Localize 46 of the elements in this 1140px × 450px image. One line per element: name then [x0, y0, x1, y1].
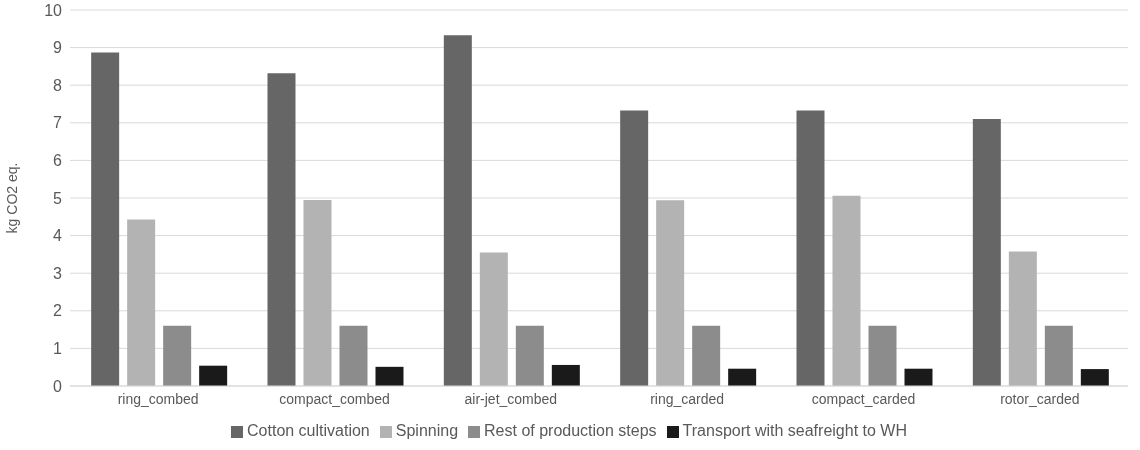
bar: [972, 119, 1001, 386]
legend-label: Transport with seafreight to WH: [682, 422, 907, 439]
y-tick-label: 7: [53, 114, 63, 132]
legend-label: Spinning: [395, 422, 459, 439]
bar: [656, 200, 685, 386]
y-axis-title: kg CO2 eq.: [3, 162, 20, 234]
bar: [303, 199, 332, 386]
x-tick-label: ring_carded: [650, 390, 725, 407]
y-tick-label: 1: [53, 340, 63, 358]
x-tick-label: compact_carded: [811, 390, 916, 407]
y-tick-label: 0: [53, 377, 63, 395]
bar: [832, 195, 861, 386]
y-tick-label: 8: [53, 76, 63, 94]
bar: [163, 325, 192, 386]
bar: [375, 366, 404, 386]
bar: [692, 325, 721, 386]
legend-label: Cotton cultivation: [247, 422, 370, 439]
x-tick-label: ring_combed: [117, 390, 199, 407]
x-tick-label: compact_combed: [279, 390, 390, 407]
bar: [620, 110, 649, 386]
y-tick-label: 10: [44, 1, 63, 19]
bar: [339, 325, 368, 386]
bar: [1008, 251, 1037, 386]
bar: [551, 364, 580, 386]
y-tick-label: 2: [53, 302, 63, 320]
legend-label: Rest of production steps: [484, 422, 657, 439]
bar: [515, 325, 544, 386]
y-tick-label: 6: [53, 152, 63, 170]
bar: [868, 325, 897, 386]
x-tick-label: rotor_carded: [1000, 390, 1080, 407]
y-tick-label: 9: [53, 39, 63, 57]
y-tick-label: 4: [53, 227, 63, 245]
bar: [796, 110, 825, 386]
y-tick-label: 3: [53, 264, 63, 282]
bar: [1080, 369, 1109, 386]
bar: [479, 252, 508, 386]
x-tick-label: air-jet_combed: [464, 390, 558, 407]
bar: [728, 368, 757, 386]
bar: [267, 73, 296, 386]
bar: [1044, 325, 1073, 386]
bar: [199, 365, 228, 386]
bar: [443, 35, 472, 386]
y-tick-label: 5: [53, 189, 63, 207]
bar: [127, 219, 156, 386]
bar: [904, 368, 933, 386]
bar: [91, 52, 120, 386]
